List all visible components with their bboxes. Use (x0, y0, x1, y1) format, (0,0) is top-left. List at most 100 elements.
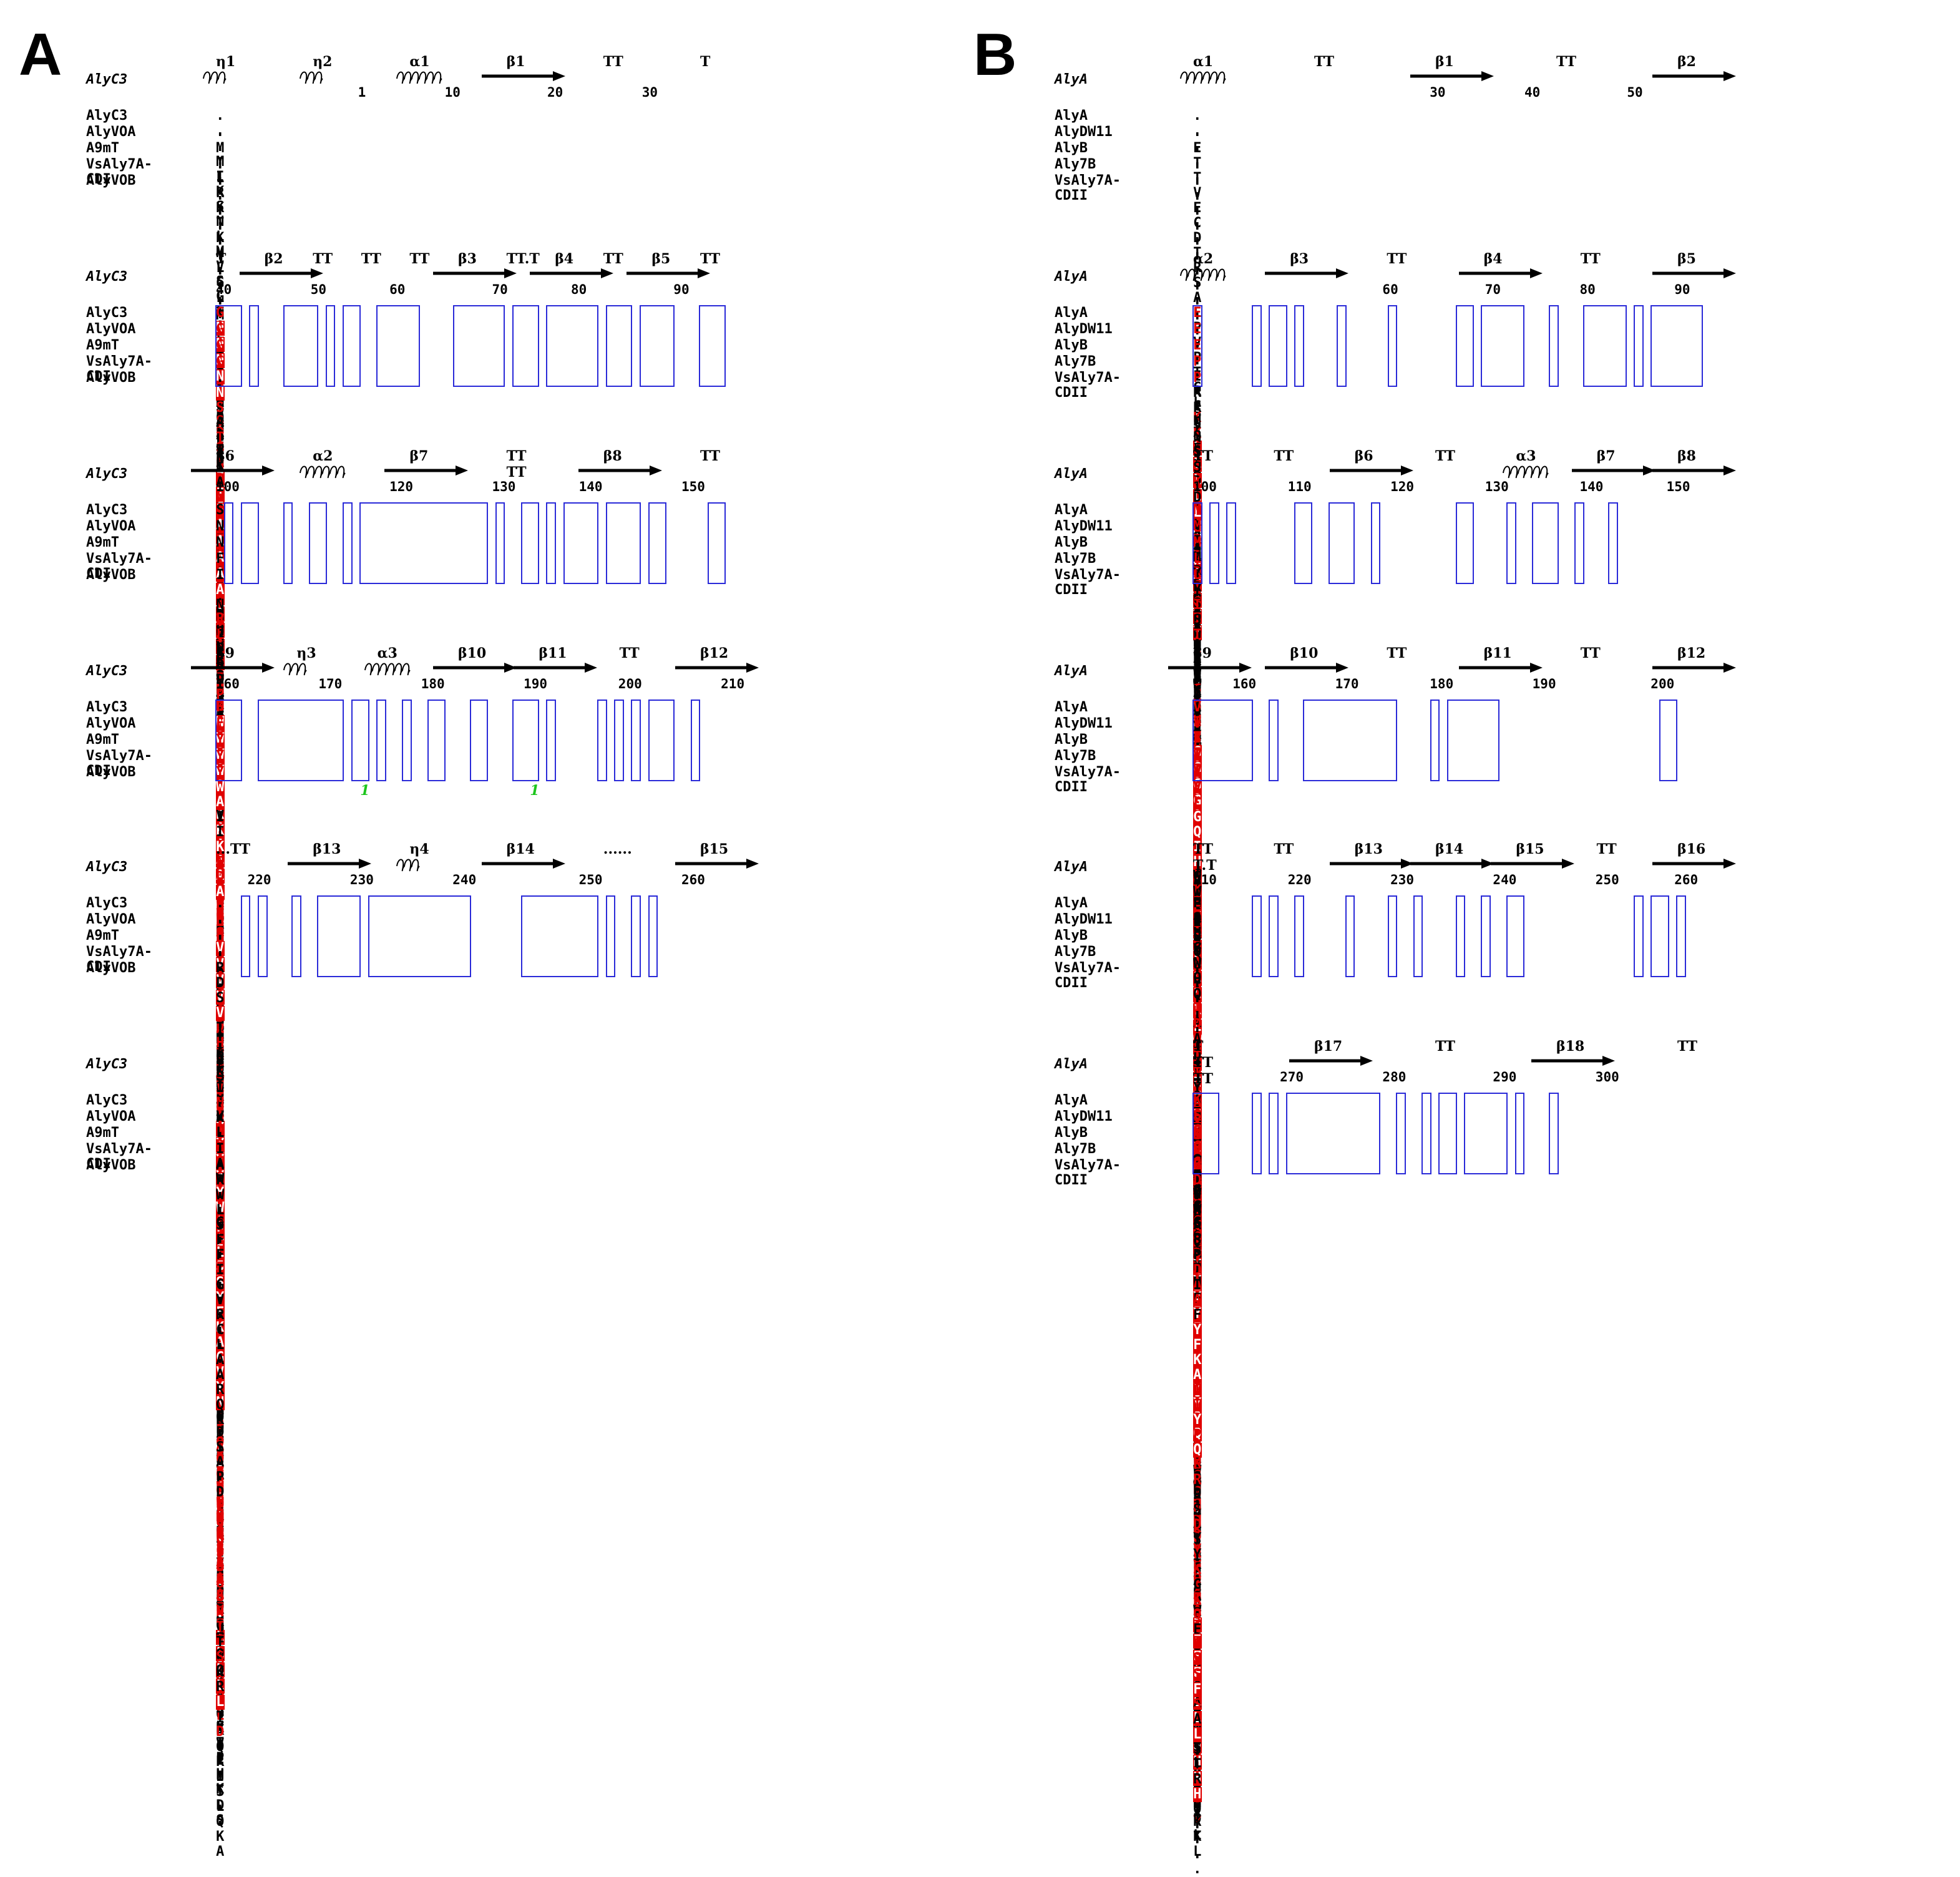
beta-strand-arrow (1652, 466, 1736, 475)
similarity-box (648, 700, 675, 781)
residue: Y (216, 1089, 225, 1104)
sequence-name: AlyVOB (86, 370, 136, 386)
residue: C (216, 913, 225, 929)
similarity-box (1438, 1093, 1457, 1174)
ss-element-label: β3 (1290, 251, 1309, 267)
residue: . (216, 217, 225, 232)
residue: . (216, 124, 225, 140)
sequence-name: AlyDW11 (1055, 912, 1113, 927)
residue: L (216, 701, 225, 716)
ss-element-label: β5 (1677, 251, 1696, 267)
residue: D (216, 441, 225, 457)
residue: . (1193, 1187, 1202, 1203)
residue: A (216, 534, 225, 549)
similarity-box (283, 502, 293, 584)
ss-element-label: β2 (264, 251, 283, 267)
residue: P (216, 1076, 225, 1092)
similarity-box (640, 305, 675, 387)
residue: . (216, 261, 225, 277)
residue: N (216, 214, 225, 230)
residue: Y (216, 640, 225, 655)
residue: D (216, 898, 225, 914)
residue: K (216, 1061, 225, 1077)
similarity-box (1608, 502, 1618, 584)
residue: K (216, 823, 225, 839)
residue: E (216, 1043, 225, 1058)
ss-element-label: T (700, 54, 711, 70)
residue: P (216, 610, 225, 625)
residue: . (216, 157, 225, 172)
beta-strand-head (262, 663, 275, 673)
ss-element-label: α2 (1193, 251, 1214, 267)
residue: N (216, 490, 225, 505)
sequence-name: AlyVOA (86, 1109, 136, 1124)
residue: G (216, 305, 225, 321)
residue: F (216, 437, 225, 453)
residue: . (216, 1076, 225, 1092)
beta-strand-arrow (384, 466, 469, 475)
similarity-box (1370, 502, 1381, 584)
residue: I (216, 412, 225, 428)
similarity-box (1506, 895, 1525, 977)
ss-element-label: TT (603, 251, 623, 267)
sequence-name: VsAly7A-CDII (1055, 1158, 1121, 1188)
residue: E (1193, 338, 1202, 353)
ss-reference-name: AlyC3 (86, 269, 128, 285)
residue: . (216, 426, 225, 442)
residue: . (216, 172, 225, 187)
sequence-name: VsAly7A-CDII (1055, 960, 1121, 991)
residue: . (1193, 1816, 1202, 1832)
residue: C (216, 1106, 225, 1122)
residue: D (216, 697, 225, 713)
residue: D (216, 869, 225, 885)
similarity-box (359, 502, 489, 584)
beta-strand-head (1360, 1056, 1373, 1066)
residue: K (1193, 1093, 1202, 1108)
residue: . (1193, 188, 1202, 203)
residue: N (216, 336, 225, 352)
residue: P (1193, 370, 1202, 386)
ss-element-label: β13 (1354, 841, 1383, 857)
residue: N (216, 1086, 225, 1102)
residue: G (216, 920, 225, 936)
residue: T (216, 1073, 225, 1088)
residue: C (216, 1322, 225, 1338)
similarity-box (512, 305, 539, 387)
similarity-box (1285, 1093, 1381, 1174)
residue: E (216, 595, 225, 610)
ss-element-label: β1 (1435, 54, 1454, 70)
sequence-name: AlyB (1055, 140, 1088, 156)
residue: C (216, 1090, 225, 1106)
residue: V (216, 259, 225, 275)
residue: T (216, 897, 225, 912)
residue: . (216, 291, 225, 307)
ss-element-label: η4 (409, 841, 429, 857)
residue: . (216, 411, 225, 427)
beta-strand-head (1724, 71, 1736, 81)
similarity-box (1506, 502, 1516, 584)
residue: Y (216, 445, 225, 461)
ss-element-label: TT (700, 448, 720, 464)
residue: T (216, 1105, 225, 1121)
residue: E (216, 1065, 225, 1081)
residue: . (216, 1048, 225, 1063)
residue: L (1193, 551, 1202, 567)
residue: K (216, 917, 225, 932)
residue: T (216, 1054, 225, 1070)
ss-reference-name: AlyA (1055, 859, 1088, 875)
residue: . (216, 303, 225, 318)
residue: F (216, 551, 225, 567)
residue: Q (216, 410, 225, 426)
similarity-box (258, 895, 268, 977)
similarity-box (1634, 305, 1644, 387)
residue: F (216, 1247, 225, 1263)
residue: T (216, 472, 225, 488)
residue: R (216, 611, 225, 626)
beta-strand-head (585, 663, 598, 673)
residue: I (216, 567, 225, 583)
similarity-box (1481, 305, 1525, 387)
similarity-box (1294, 895, 1304, 977)
helix-coil-path (364, 663, 411, 676)
residue: G (216, 354, 225, 369)
similarity-box (1447, 700, 1499, 781)
